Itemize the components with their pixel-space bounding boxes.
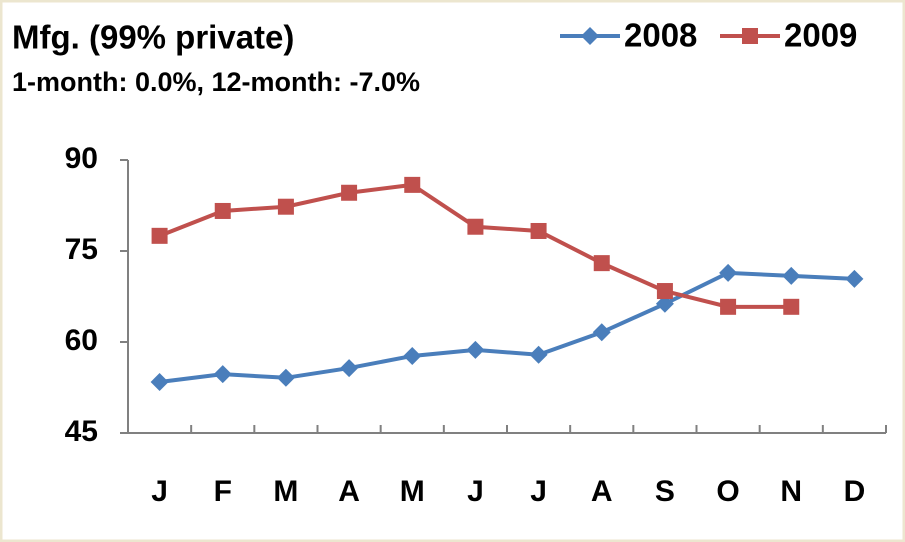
legend-marker [581, 27, 599, 45]
x-tick-label: J [467, 475, 484, 508]
data-point [467, 218, 484, 235]
data-point [656, 283, 673, 300]
chart-title: Mfg. (99% private) [12, 19, 294, 56]
data-point [277, 198, 294, 215]
data-point [529, 345, 548, 364]
data-point [466, 340, 485, 359]
data-point [150, 373, 169, 392]
x-tick-label: D [844, 475, 866, 508]
data-point [276, 368, 295, 387]
chart-subtitle: 1-month: 0.0%, 12-month: -7.0% [12, 67, 420, 97]
data-point [151, 227, 168, 244]
x-tick-label: O [716, 475, 739, 508]
data-point [213, 365, 232, 384]
y-tick-label: 75 [65, 233, 98, 266]
y-tick-label: 45 [65, 415, 98, 448]
x-tick-label: A [338, 475, 360, 508]
data-point [720, 298, 737, 315]
data-point [341, 184, 358, 201]
data-point [530, 222, 547, 239]
data-point [340, 359, 359, 378]
data-point [214, 202, 231, 219]
x-tick-label: J [151, 475, 168, 508]
series-line [159, 270, 855, 385]
data-point [404, 176, 421, 193]
legend-label: 2008 [624, 17, 697, 54]
data-point [783, 298, 800, 315]
legend-label: 2009 [784, 17, 857, 54]
x-tick-label: M [273, 475, 298, 508]
data-point [719, 263, 738, 282]
x-tick-label: F [214, 475, 232, 508]
x-tick-label: N [780, 475, 802, 508]
data-point [403, 346, 422, 365]
data-point [845, 269, 864, 288]
x-tick-label: A [591, 475, 613, 508]
y-tick-label: 60 [65, 324, 98, 357]
data-point [592, 323, 611, 342]
y-tick-label: 90 [65, 142, 98, 175]
x-tick-label: S [655, 475, 675, 508]
data-point [782, 266, 801, 285]
data-point [593, 255, 610, 272]
x-tick-label: M [400, 475, 425, 508]
legend-marker [742, 28, 758, 44]
x-tick-label: J [530, 475, 547, 508]
data-point [655, 294, 674, 313]
